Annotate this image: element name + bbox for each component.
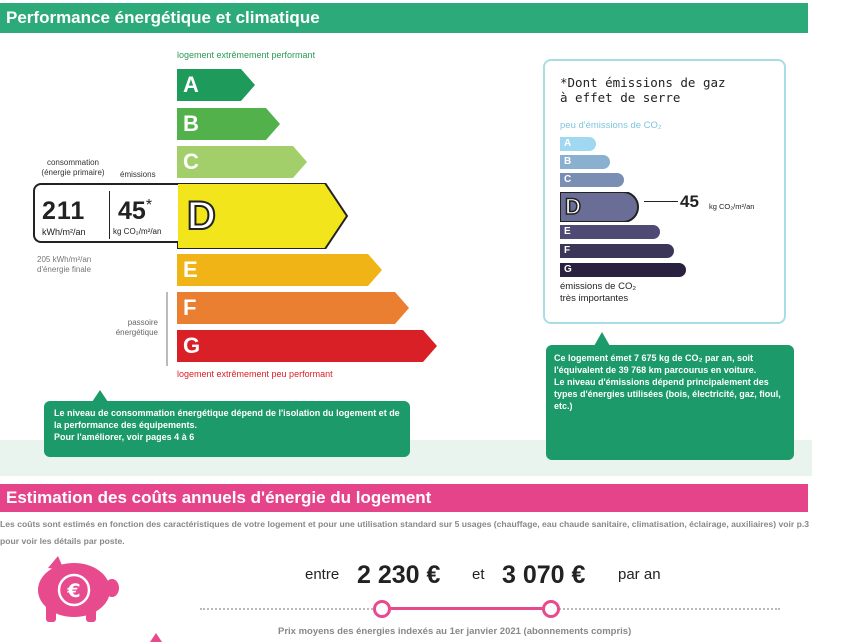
energy-class-d: D — [177, 183, 349, 249]
emissions-label: émissions — [120, 170, 156, 179]
co2-class-d: D — [559, 191, 640, 223]
cost-high: 3 070 € — [502, 561, 586, 589]
bottom-performance-label: logement extrêmement peu performant — [177, 369, 333, 379]
cost-and: et — [472, 566, 485, 583]
co2-class-b: B — [560, 155, 612, 169]
energy-class-f: F — [177, 292, 411, 324]
range-fill — [381, 607, 551, 610]
energy-class-g: G — [177, 330, 439, 362]
cost-per-year: par an — [618, 566, 661, 583]
co2-class-a: A — [560, 137, 598, 151]
co2-class-e: E — [560, 225, 662, 239]
co2-panel: *Dont émissions de gaz à effet de serre … — [543, 59, 786, 324]
passoire-bracket — [166, 292, 168, 366]
consumption-value: 211 — [42, 197, 86, 225]
energy-class-letter: C — [183, 149, 199, 174]
consumption-unit: kWh/m²/an — [42, 227, 86, 237]
costs-header: Estimation des coûts annuels d'énergie d… — [0, 484, 808, 512]
co2-high-label: émissions de CO₂ très importantes — [560, 281, 637, 304]
co2-callout: Ce logement émet 7 675 kg de CO₂ par an,… — [546, 345, 794, 460]
range-low-marker — [373, 600, 391, 618]
energy-class-letter: G — [183, 333, 201, 358]
current-rating-box: 211 kWh/m²/an 45* kg CO₂/m²/an — [33, 183, 178, 243]
co2-class-g: G — [560, 263, 688, 277]
divider — [109, 191, 110, 239]
consumption-label: consommation (énergie primaire) — [41, 158, 105, 177]
final-energy-label: 205 kWh/m²/an d'énergie finale — [37, 255, 92, 274]
energy-class-letter: F — [183, 295, 197, 320]
co2-low-label: peu d'émissions de CO₂ — [560, 120, 662, 131]
emissions-unit: kg CO₂/m²/an — [113, 227, 162, 236]
energy-class-c: C — [177, 146, 309, 178]
energy-class-letter: B — [183, 111, 199, 136]
energy-class-letter: E — [183, 257, 198, 282]
arrow-icon — [150, 633, 162, 642]
energy-class-b: B — [177, 108, 282, 140]
piggy-bank-icon: € — [38, 556, 119, 622]
co2-class-f: F — [560, 244, 676, 258]
consumption-callout: Le niveau de consommation énergétique dé… — [44, 401, 410, 457]
co2-class-c: C — [560, 173, 626, 187]
top-performance-label: logement extrêmement performant — [177, 50, 316, 60]
co2-class-letter: E — [564, 226, 571, 237]
co2-class-letter: A — [564, 138, 572, 149]
cost-low: 2 230 € — [357, 561, 441, 589]
co2-class-letter: F — [564, 245, 571, 256]
co2-class-letter: D — [564, 193, 581, 220]
svg-text:€: € — [66, 580, 80, 602]
co2-pointer-line — [644, 201, 678, 202]
energy-class-a: A — [177, 69, 257, 101]
energy-class-letter: D — [186, 193, 217, 239]
co2-class-letter: C — [564, 174, 572, 185]
co2-value: 45 — [680, 192, 699, 211]
callout-pointer-left — [92, 390, 108, 402]
emissions-value: 45* — [118, 197, 153, 225]
costs-footnote: Prix moyens des énergies indexés au 1er … — [278, 626, 632, 637]
energy-class-letter: A — [183, 72, 199, 97]
co2-class-letter: G — [564, 264, 572, 275]
range-high-marker — [542, 600, 560, 618]
energy-class-e: E — [177, 254, 384, 286]
co2-title: *Dont émissions de gaz à effet de serre — [560, 75, 726, 105]
performance-header: Performance énergétique et climatique — [0, 3, 808, 33]
callout-pointer-right — [594, 332, 610, 346]
co2-unit: kg CO₂/m²/an — [709, 202, 755, 211]
passoire-label: passoire énergétique — [115, 318, 158, 337]
cost-between: entre — [305, 566, 340, 583]
co2-class-letter: B — [564, 156, 572, 167]
costs-description: Les coûts sont estimés en fonction des c… — [0, 519, 810, 546]
